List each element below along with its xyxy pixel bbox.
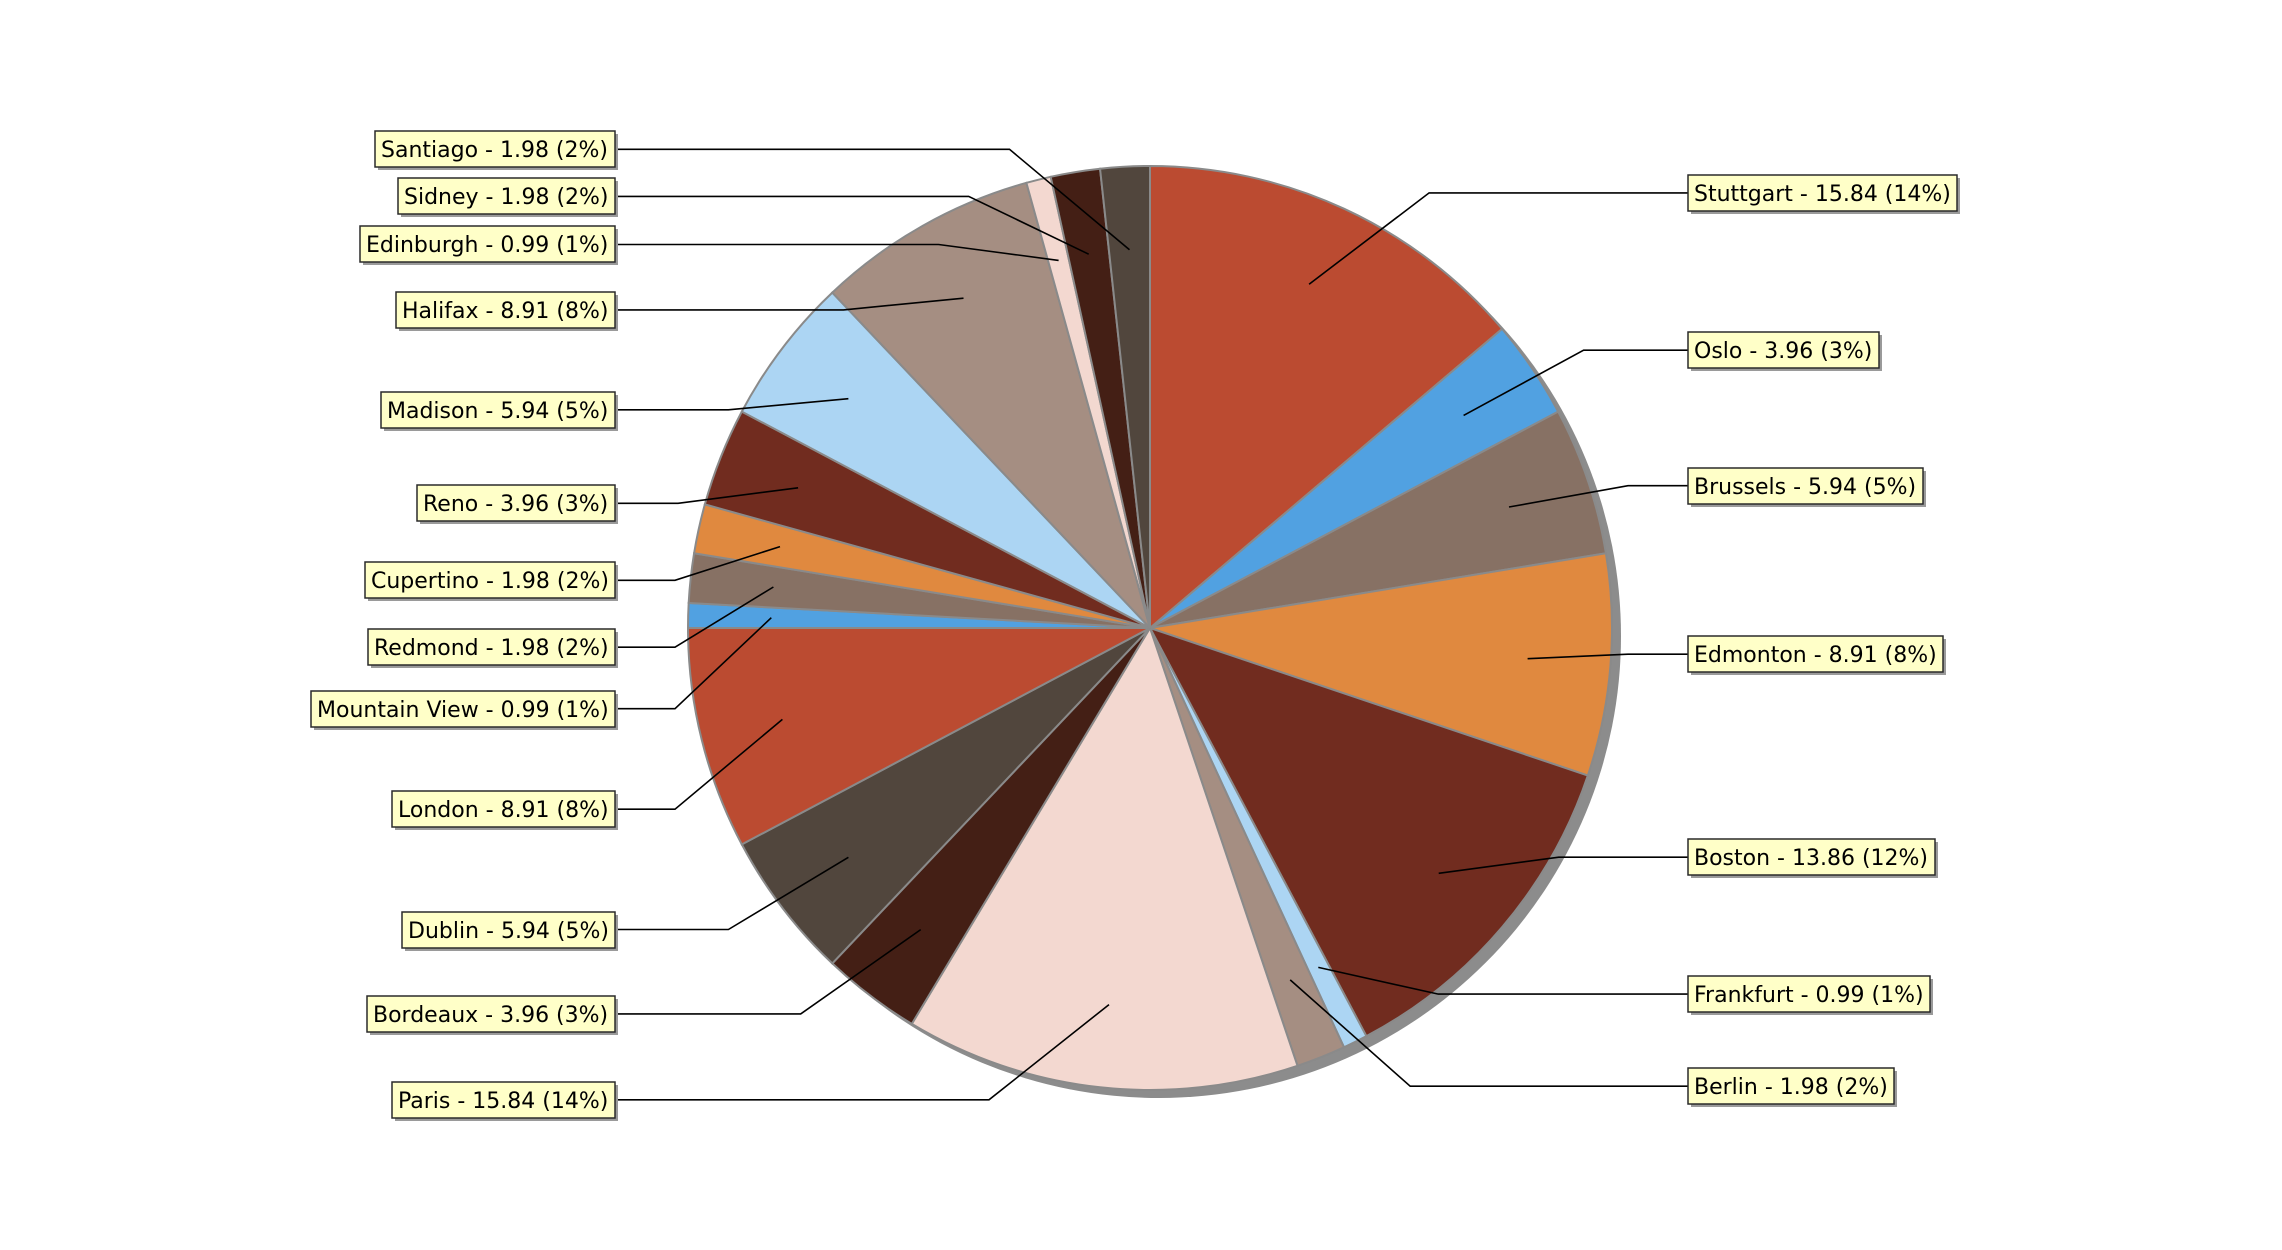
data-label-frankfurt: Frankfurt - 0.99 (1%) (1694, 983, 1924, 1008)
label-box-stuttgart (1687, 174, 1958, 212)
label-box-bordeaux (366, 995, 616, 1033)
label-box-edinburgh (359, 225, 616, 263)
label-box-sidney (397, 177, 616, 215)
leader-line-oslo (1463, 349, 1688, 417)
slice-dublin (740, 627, 1151, 965)
label-box-halifax (395, 291, 616, 329)
label-box-madison (380, 391, 616, 429)
label-box-london (391, 790, 616, 828)
leader-line-sidney (615, 195, 1090, 255)
leader-line-dublin (615, 856, 849, 931)
leader-line-mountain-view (615, 617, 772, 710)
slice-halifax (830, 181, 1151, 629)
label-box-redmond (367, 628, 616, 666)
leader-line-reno (615, 487, 799, 505)
slice-labels: Stuttgart - 15.84 (14%) Oslo - 3.96 (3%) B… (310, 130, 1960, 1121)
leader-line-berlin (1289, 979, 1688, 1087)
leader-line-santiago (615, 148, 1131, 251)
leader-line-edinburgh (615, 243, 1059, 262)
data-label-halifax: Halifax - 8.91 (8%) (402, 299, 608, 324)
data-label-oslo: Oslo - 3.96 (3%) (1694, 339, 1872, 364)
data-label-london: London - 8.91 (8%) (398, 798, 609, 823)
leader-line-boston (1438, 856, 1688, 875)
data-label-redmond: Redmond - 1.98 (2%) (374, 636, 609, 661)
data-label-sidney: Sidney - 1.98 (2%) (404, 185, 609, 210)
data-label-paris: Paris - 15.84 (14%) (398, 1089, 608, 1114)
leader-line-brussels (1508, 484, 1688, 508)
data-label-reno: Reno - 3.96 (3%) (423, 492, 608, 517)
pie-slices (686, 164, 1613, 1091)
data-label-boston: Boston - 13.86 (12%) (1694, 846, 1928, 871)
label-box-mountain-view (310, 690, 616, 728)
label-box-reno (416, 484, 616, 522)
leader-line-halifax (615, 297, 964, 311)
leader-line-london (615, 718, 783, 811)
data-label-cupertino: Cupertino - 1.98 (2%) (371, 569, 609, 594)
leader-line-paris (615, 1003, 1110, 1101)
data-label-brussels: Brussels - 5.94 (5%) (1694, 475, 1916, 500)
slice-stuttgart (1149, 164, 1504, 631)
leader-line-frankfurt (1318, 966, 1688, 995)
slice-london (686, 627, 1151, 846)
data-label-stuttgart: Stuttgart - 15.84 (14%) (1694, 182, 1951, 207)
label-box-santiago (374, 130, 616, 168)
leader-line-bordeaux (615, 928, 922, 1015)
leader-lines (615, 148, 1688, 1101)
data-label-bordeaux: Bordeaux - 3.96 (3%) (373, 1003, 608, 1028)
data-label-madison: Madison - 5.94 (5%) (387, 399, 608, 424)
slice-paris (910, 625, 1299, 1091)
data-label-edmonton: Edmonton - 8.91 (8%) (1694, 643, 1937, 668)
data-label-dublin: Dublin - 5.94 (5%) (408, 919, 609, 944)
data-label-mountain-view: Mountain View - 0.99 (1%) (317, 698, 609, 723)
slice-brussels (1149, 410, 1608, 629)
label-box-frankfurt (1687, 975, 1931, 1013)
data-label-berlin: Berlin - 1.98 (2%) (1694, 1075, 1888, 1100)
leader-line-madison (615, 397, 849, 411)
leader-line-stuttgart (1308, 192, 1688, 285)
data-label-edinburgh: Edinburgh - 0.99 (1%) (366, 233, 608, 258)
leader-line-edmonton (1527, 653, 1688, 660)
leader-line-cupertino (615, 545, 781, 582)
label-box-cupertino (364, 561, 616, 599)
label-box-oslo (1687, 331, 1880, 369)
leader-line-redmond (615, 586, 774, 649)
label-box-berlin (1687, 1067, 1895, 1105)
label-box-boston (1687, 838, 1936, 876)
label-box-paris (391, 1081, 616, 1119)
slice-boston (1147, 626, 1590, 1038)
data-label-santiago: Santiago - 1.98 (2%) (381, 138, 608, 163)
slice-santiago (1098, 164, 1151, 629)
label-box-brussels (1687, 467, 1924, 505)
slice-edmonton (1149, 552, 1613, 777)
label-box-edmonton (1687, 635, 1944, 673)
label-box-dublin (401, 911, 616, 949)
